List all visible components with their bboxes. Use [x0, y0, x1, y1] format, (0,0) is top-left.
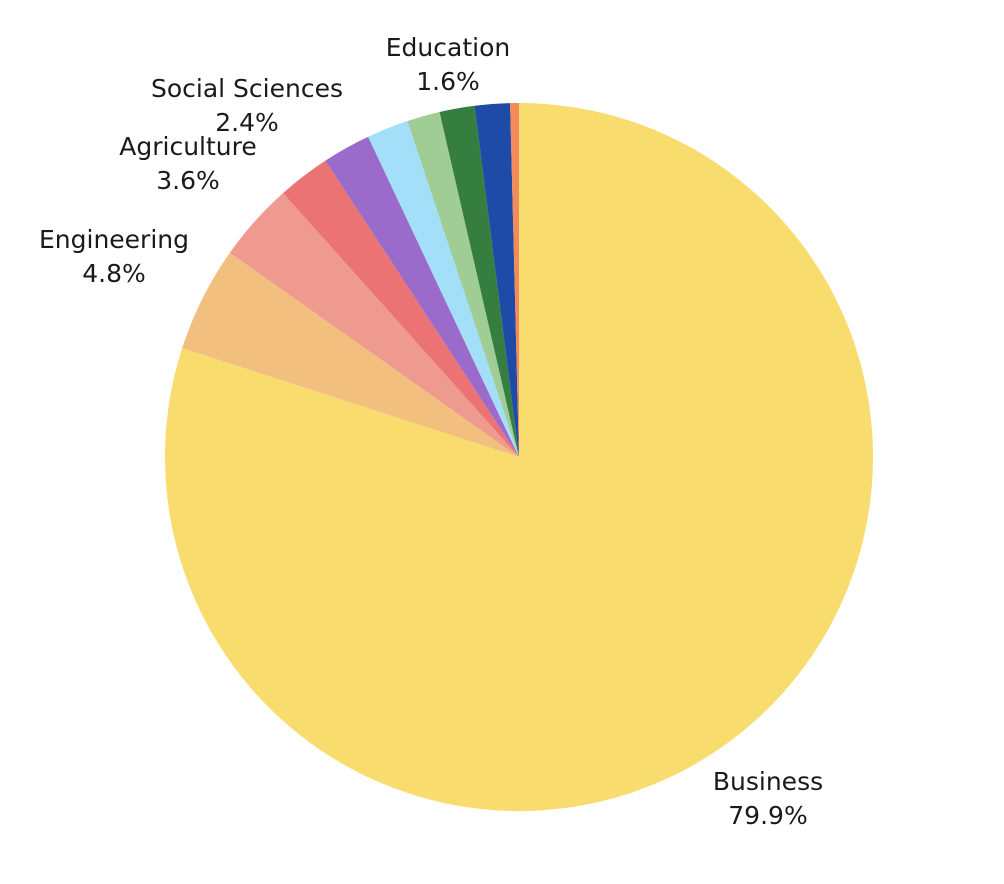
pie-slice [164, 103, 873, 812]
slice-label: Engineering [39, 225, 189, 254]
slice-value-label: 3.6% [156, 166, 220, 195]
pie-slice [182, 252, 519, 457]
pie-slice [439, 105, 519, 457]
slice-label: Business [713, 767, 823, 796]
pie-slice [510, 103, 519, 457]
slice-value-label: 1.6% [416, 67, 480, 96]
pie-slice [325, 136, 519, 457]
slice-label: Education [386, 33, 510, 62]
slice-value-label: 79.9% [728, 801, 807, 830]
pie-slice [229, 193, 520, 457]
slice-label: Social Sciences [151, 74, 343, 103]
pie-slice [283, 160, 519, 457]
slice-label: Agriculture [119, 132, 257, 161]
pie-slice [407, 112, 519, 458]
pie-slice [368, 121, 519, 457]
slice-value-label: 4.8% [82, 259, 146, 288]
slice-value-label: 2.4% [215, 108, 279, 137]
pie-slice [474, 103, 519, 457]
